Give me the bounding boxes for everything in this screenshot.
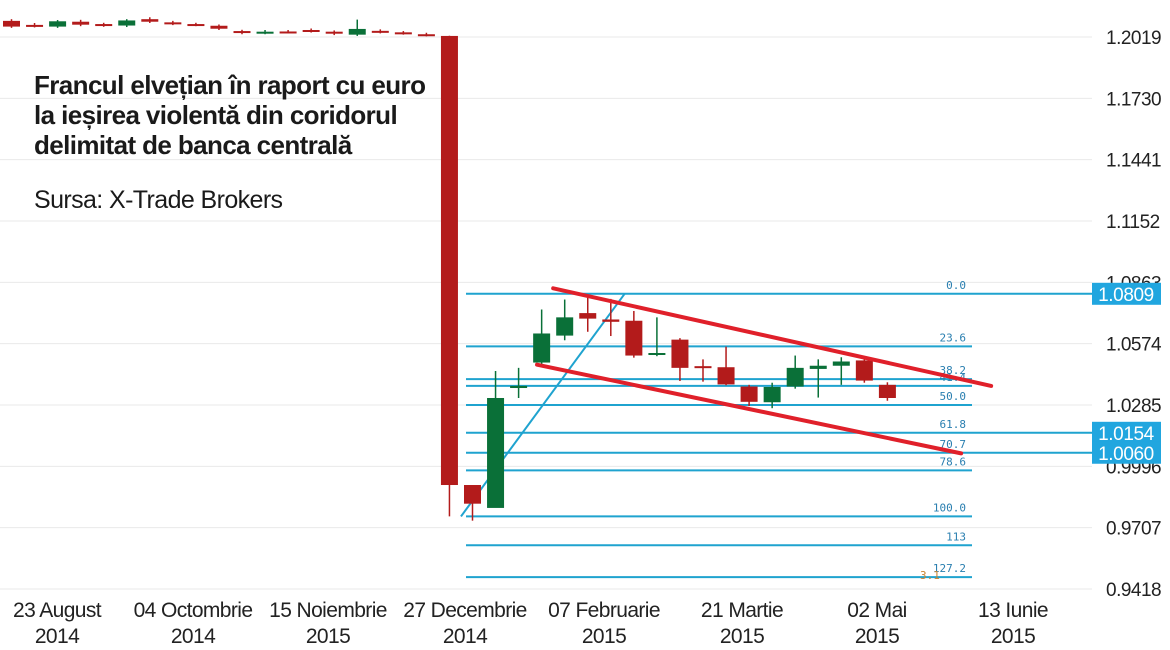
candle-body (118, 20, 136, 26)
candle-body (694, 366, 712, 369)
candle-body (187, 24, 205, 27)
title-line: delimitat de banca centrală (34, 130, 352, 160)
candle-body (141, 19, 159, 22)
title-line: la ieșirea violentă din coridorul (34, 100, 398, 130)
x-tick-label: 2015 (720, 625, 764, 648)
price-badge-label: 1.0809 (1098, 285, 1154, 306)
trend-channel (535, 286, 994, 456)
candle-body (510, 385, 528, 389)
source-note: Sursa: X-Trade Brokers (34, 186, 283, 214)
fib-extension-label: 3.1 (920, 569, 940, 582)
x-tick-label: 02 Mai (847, 599, 906, 622)
fib-level-label: 0.0 (946, 279, 966, 292)
fib-level-label: 127.2 (933, 562, 966, 575)
x-tick-label: 27 Decembrie (403, 599, 527, 622)
candle-body (49, 21, 67, 27)
channel-upper-line (551, 286, 994, 388)
candle-body (3, 20, 20, 27)
candle-body (26, 24, 44, 27)
price-badge-label: 1.0060 (1098, 444, 1154, 465)
candle-body (579, 313, 597, 319)
candle-body (325, 31, 343, 34)
fibonacci-retracement: 0.023.638.241.450.061.870.778.6100.01131… (460, 279, 972, 582)
x-tick-label: 15 Noiembrie (269, 599, 387, 622)
title-line: Francul elvețian în raport cu euro (34, 70, 426, 100)
x-tick-label: 2014 (443, 625, 488, 648)
candle-body (533, 333, 551, 363)
channel-lower-line (535, 362, 964, 456)
candle-body (878, 384, 896, 398)
candle-body (164, 22, 182, 25)
fib-level-label: 100.0 (933, 501, 966, 514)
fib-level-label: 70.7 (940, 438, 967, 451)
candle-body (417, 34, 435, 37)
candle-body (786, 367, 804, 387)
candle-body (440, 35, 458, 486)
fib-level-label: 23.6 (940, 331, 967, 344)
candle-body (602, 319, 620, 322)
candle-body (72, 21, 90, 25)
candle-body (556, 317, 574, 336)
x-tick-label: 07 Februarie (548, 599, 660, 622)
candle-body (256, 31, 274, 34)
price-badge (1092, 421, 1161, 444)
y-tick-label: 1.2019 (1106, 28, 1161, 49)
candles (3, 17, 896, 521)
price-badge (1092, 282, 1161, 305)
candle-body (717, 367, 735, 385)
y-tick-label: 1.1152 (1106, 212, 1160, 233)
fib-level-label: 61.8 (940, 418, 967, 431)
price-badge (1092, 441, 1161, 464)
y-tick-label: 0.9707 (1106, 519, 1161, 540)
candle-body (763, 386, 781, 403)
candle-body (302, 29, 320, 32)
candle-body (279, 31, 297, 34)
y-tick-label: 0.9418 (1106, 580, 1161, 601)
candle-body (648, 353, 666, 356)
x-tick-label: 13 Iunie (978, 599, 1048, 622)
x-axis: 23 August 2014 04 Octombrie 2014 15 Noiembri… (13, 599, 1049, 648)
x-tick-label: 2015 (306, 625, 350, 648)
x-tick-label: 2015 (855, 625, 899, 648)
y-tick-label: 1.0285 (1106, 396, 1161, 417)
candle-body (348, 28, 366, 35)
candle-body (464, 485, 481, 504)
x-tick-label: 2015 (991, 625, 1035, 648)
chart-title: Francul elvețian în raport cu euro la ie… (34, 70, 426, 160)
x-tick-label: 21 Martie (701, 599, 783, 622)
y-tick-label: 1.1730 (1106, 89, 1161, 110)
candle-body (95, 24, 113, 27)
candle-body (625, 320, 643, 356)
x-tick-label: 2014 (171, 625, 216, 648)
candle-body (809, 365, 827, 369)
candle-body (855, 360, 873, 381)
fib-level-label: 78.6 (940, 455, 967, 468)
candle-body (740, 386, 758, 402)
candle-body (233, 31, 251, 34)
fib-level-label: 50.0 (940, 390, 967, 403)
candle-body (671, 339, 689, 368)
x-tick-label: 04 Octombrie (134, 599, 253, 622)
candle-body (371, 30, 389, 33)
candle-body (394, 32, 412, 35)
candle-body (210, 25, 228, 29)
candle-body (832, 361, 850, 366)
y-tick-label: 1.1441 (1106, 151, 1161, 172)
candle-body (487, 397, 505, 508)
y-tick-label: 1.0574 (1106, 335, 1162, 356)
price-badge-label: 1.0154 (1098, 424, 1155, 445)
fib-level-label: 113 (946, 530, 966, 543)
x-tick-label: 2014 (35, 625, 80, 648)
x-tick-label: 23 August (13, 599, 102, 622)
x-tick-label: 2015 (582, 625, 626, 648)
y-axis: 1.20191.17301.14411.11521.08631.05741.02… (1106, 28, 1163, 601)
